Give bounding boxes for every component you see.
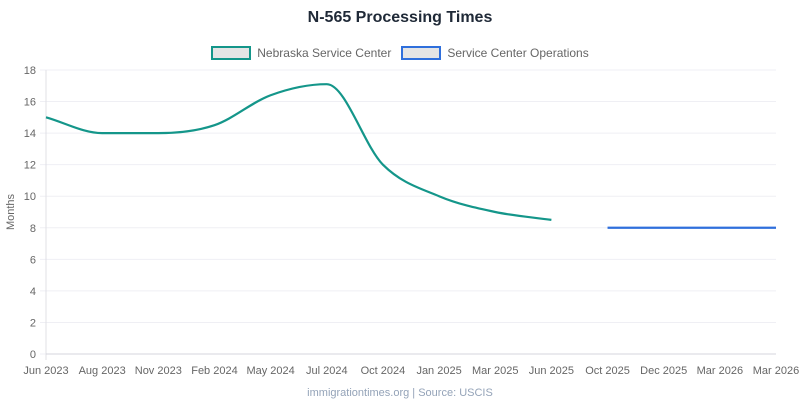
series-lines	[45, 83, 776, 229]
x-tick-labels: Jun 2023 Aug 2023 Nov 2023 Feb 2024 May 2024…	[23, 365, 799, 377]
y-tick-label: 10	[24, 191, 36, 203]
x-tick-label: Nov 2023	[135, 365, 182, 377]
x-tick-label: Oct 2025	[585, 365, 630, 377]
x-tick-label: Mar 2025	[472, 365, 518, 377]
y-tick-label: 4	[30, 286, 36, 298]
legend-item-operations[interactable]: Service Center Operations	[401, 46, 589, 60]
x-tick-label: Jun 2023	[23, 365, 68, 377]
legend-label-nebraska: Nebraska Service Center	[257, 46, 392, 60]
chart-legend: Nebraska Service Center Service Center O…	[0, 46, 800, 60]
series-line-nebraska-service-center	[45, 83, 552, 221]
y-tick-label: 2	[30, 317, 36, 329]
legend-swatch-nebraska	[211, 46, 252, 60]
legend-item-nebraska[interactable]: Nebraska Service Center	[211, 46, 391, 60]
x-tick-label: Dec 2025	[640, 365, 687, 377]
grid-lines	[40, 69, 776, 355]
y-tick-label: 18	[24, 65, 36, 77]
x-tick-label: Jan 2025	[416, 365, 461, 377]
x-tick-label: Jun 2025	[529, 365, 574, 377]
x-tick-label: May 2024	[246, 365, 294, 377]
y-axis-title: Months	[5, 193, 17, 230]
y-tick-label: 12	[24, 160, 36, 172]
y-tick-label: 8	[30, 223, 36, 235]
x-tick-label: Feb 2024	[191, 365, 237, 377]
x-tick-label: Jul 2024	[306, 365, 348, 377]
axes	[45, 70, 776, 360]
chart-title: N-565 Processing Times	[307, 9, 493, 26]
y-tick-label: 14	[24, 128, 36, 140]
legend-label-operations: Service Center Operations	[447, 46, 589, 60]
legend-swatch-operations	[401, 46, 442, 60]
y-tick-labels: 0 2 4 6 8 10 12 14 16 18	[24, 65, 36, 361]
y-tick-label: 0	[30, 349, 36, 361]
x-tick-label: Mar 2026	[753, 365, 799, 377]
x-tick-label: Aug 2023	[79, 365, 126, 377]
y-tick-label: 6	[30, 254, 36, 266]
chart-footer: immigrationtimes.org | Source: USCIS	[307, 387, 493, 399]
x-tick-label: Mar 2026	[697, 365, 743, 377]
x-tick-label: Oct 2024	[361, 365, 406, 377]
y-tick-label: 16	[24, 97, 36, 109]
